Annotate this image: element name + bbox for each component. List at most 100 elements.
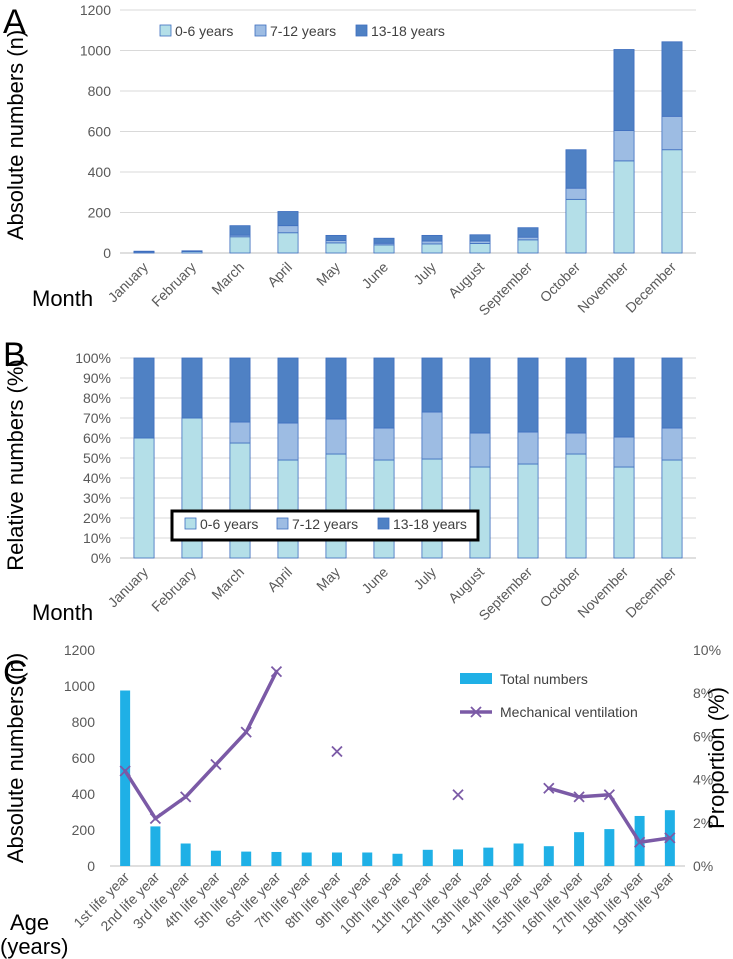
bar-total-4th-life-year bbox=[210, 850, 221, 866]
legend-label: 13-18 years bbox=[393, 516, 467, 532]
x-tick-label: October bbox=[537, 564, 584, 611]
bar-0-6-march bbox=[229, 236, 251, 254]
bar-total-2nd-life-year bbox=[150, 826, 161, 866]
bar-13-18-july bbox=[421, 357, 443, 413]
legend-label: 7-12 years bbox=[292, 516, 358, 532]
y-right-tick-label: 4% bbox=[693, 772, 713, 788]
y-right-tick-label: 2% bbox=[693, 815, 713, 831]
bar-13-18-may bbox=[325, 234, 347, 241]
panel-a-y-axis-title: Absolute numbers (n) bbox=[3, 30, 28, 240]
bar-0-6-may bbox=[325, 242, 347, 254]
bar-13-18-september bbox=[517, 227, 539, 238]
ventilation-point-12th-life-year bbox=[452, 789, 464, 801]
panel-a-letter: A bbox=[3, 3, 26, 41]
bar-total-16th-life-year bbox=[574, 832, 585, 866]
bar-0-6-june bbox=[373, 459, 395, 559]
bar-7-12-june bbox=[373, 427, 395, 461]
ventilation-point-3rd-life-year bbox=[180, 791, 192, 803]
bar-13-18-april bbox=[277, 357, 299, 424]
y-tick-label: 800 bbox=[88, 83, 112, 99]
legend-swatch-7-12-years bbox=[276, 517, 289, 530]
bar-0-6-september bbox=[517, 463, 539, 559]
y-tick-label: 10% bbox=[83, 530, 111, 546]
x-tick-label: November bbox=[574, 259, 631, 316]
x-tick-label: May bbox=[313, 564, 343, 594]
y-tick-label: 1200 bbox=[80, 2, 111, 18]
x-tick-label: August bbox=[445, 259, 487, 301]
ventilation-point-4th-life-year bbox=[210, 758, 222, 771]
ventilation-line-segment bbox=[577, 792, 612, 799]
y-tick-label: 40% bbox=[83, 470, 111, 486]
bar-0-6-november bbox=[613, 160, 635, 254]
panel-b-legend: 0-6 years 7-12 years 13-18 years bbox=[170, 509, 480, 542]
bar-7-12-october bbox=[565, 187, 587, 200]
bar-total-13th-life-year bbox=[483, 847, 494, 866]
bar-0-6-june bbox=[373, 244, 395, 254]
bar-13-18-april bbox=[277, 211, 299, 227]
legend-label: 7-12 years bbox=[270, 23, 336, 39]
ventilation-point-16th-life-year bbox=[573, 791, 585, 803]
panel-a-legend: 0-6 years 7-12 years 13-18 years bbox=[159, 23, 445, 39]
ventilation-line-segment bbox=[214, 730, 248, 767]
bar-13-18-february bbox=[181, 357, 203, 419]
panel-c-legend: Total numbers Mechanical ventilation bbox=[460, 671, 638, 720]
y-tick-label: 0 bbox=[87, 858, 95, 874]
panel-b-y-axis-title: Relative numbers (%) bbox=[3, 359, 28, 571]
bar-13-18-june bbox=[373, 237, 395, 244]
bar-total-9th-life-year bbox=[362, 852, 373, 866]
ventilation-point-6st-life-year bbox=[270, 665, 283, 678]
bar-13-18-december bbox=[661, 41, 683, 117]
bar-13-18-march bbox=[229, 225, 251, 236]
bar-total-15th-life-year bbox=[543, 846, 554, 866]
y-tick-label: 400 bbox=[88, 164, 112, 180]
x-tick-label: December bbox=[622, 564, 679, 621]
x-tick-label: June bbox=[358, 259, 391, 292]
y-tick-label: 1000 bbox=[80, 43, 111, 59]
bar-total-14th-life-year bbox=[513, 843, 524, 866]
bar-13-18-february bbox=[181, 250, 203, 252]
y-tick-label: 60% bbox=[83, 430, 111, 446]
legend-label: 0-6 years bbox=[175, 23, 233, 39]
bar-13-18-august bbox=[469, 357, 491, 434]
panel-a-x-axis-title: Month bbox=[32, 286, 93, 311]
ventilation-point-17th-life-year bbox=[603, 789, 615, 801]
y-tick-label: 200 bbox=[72, 822, 96, 838]
ventilation-line-segment bbox=[547, 786, 581, 799]
bar-7-12-november bbox=[613, 436, 635, 468]
x-tick-label: August bbox=[445, 564, 487, 606]
legend-label: 13-18 years bbox=[371, 23, 445, 39]
legend-label: 0-6 years bbox=[200, 516, 258, 532]
legend-frame bbox=[170, 509, 480, 542]
x-tick-label: February bbox=[148, 564, 199, 615]
bar-7-12-april bbox=[277, 422, 299, 461]
bar-0-6-october bbox=[565, 198, 587, 254]
x-tick-label: March bbox=[208, 259, 247, 298]
bar-13-18-january bbox=[133, 250, 155, 253]
y-tick-label: 600 bbox=[88, 124, 112, 140]
ventilation-point-8th-life-year bbox=[331, 745, 343, 758]
bar-0-6-july bbox=[421, 243, 443, 254]
ventilation-point-2nd-life-year bbox=[149, 812, 162, 825]
legend-label: Mechanical ventilation bbox=[500, 704, 638, 720]
ventilation-line-segment bbox=[607, 792, 642, 844]
legend-label: Total numbers bbox=[500, 671, 588, 687]
ventilation-point-5th-life-year bbox=[240, 726, 252, 738]
x-tick-label: November bbox=[574, 564, 631, 621]
ventilation-line-segment bbox=[637, 836, 672, 844]
panel-b-x-axis-title: Month bbox=[32, 600, 93, 625]
panel-c-y-axis-title: Absolute numbers (n) bbox=[3, 653, 28, 863]
ventilation-line-segment bbox=[244, 669, 279, 734]
bar-0-6-december bbox=[661, 459, 683, 559]
legend-marker-mechanical-ventilation bbox=[470, 706, 482, 718]
ventilation-point-18th-life-year bbox=[633, 836, 646, 848]
y-tick-label: 1000 bbox=[64, 678, 95, 694]
bar-total-1st-life-year bbox=[120, 690, 131, 866]
bar-total-11th-life-year bbox=[422, 849, 433, 866]
bar-13-18-january bbox=[133, 357, 155, 439]
bar-0-6-january bbox=[133, 437, 155, 559]
legend-swatch-total-numbers bbox=[460, 673, 492, 684]
bar-total-10th-life-year bbox=[392, 853, 403, 866]
bar-7-12-july bbox=[421, 411, 443, 460]
bar-0-6-july bbox=[421, 458, 443, 559]
